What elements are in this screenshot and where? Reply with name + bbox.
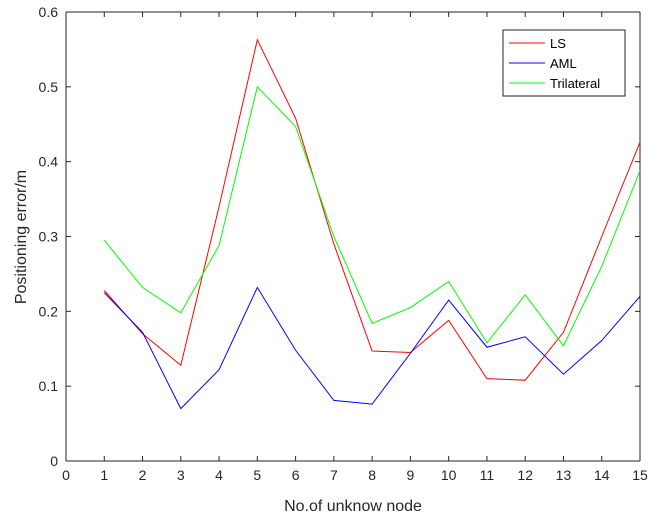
y-tick-label: 0.3 xyxy=(39,229,59,245)
x-tick-label: 5 xyxy=(253,467,261,483)
y-tick-label: 0.4 xyxy=(39,154,59,170)
x-axis-label: No.of unknow node xyxy=(284,498,422,515)
series-layer xyxy=(103,38,641,410)
x-tick-label: 12 xyxy=(517,467,533,483)
y-tick-label: 0.1 xyxy=(39,378,59,394)
x-tick-label: 10 xyxy=(441,467,457,483)
y-tick-label: 0.6 xyxy=(39,4,59,20)
legend-label: AML xyxy=(550,56,577,71)
x-tick-label: 3 xyxy=(177,467,185,483)
x-tick-label: 9 xyxy=(407,467,415,483)
series-line-ls xyxy=(103,38,641,381)
x-tick-label: 6 xyxy=(292,467,300,483)
legend-label: LS xyxy=(550,36,566,51)
x-tick-label: 14 xyxy=(594,467,610,483)
x-tick-label: 8 xyxy=(368,467,376,483)
x-tick-label: 2 xyxy=(139,467,147,483)
x-tick-label: 7 xyxy=(330,467,338,483)
legend: LS AML Trilateral xyxy=(502,29,626,97)
y-axis-label: Positioning error/m xyxy=(13,170,30,304)
y-tick-label: 0.2 xyxy=(39,303,59,319)
y-tick-label: 0.5 xyxy=(39,79,59,95)
x-tick-label: 1 xyxy=(100,467,108,483)
axes: 0 1 2 3 4 5 6 7 8 9 10 11 12 13 14 1500.10.20.30.40.50.… xyxy=(39,4,648,483)
legend-box xyxy=(502,29,626,97)
series-line-trilateral xyxy=(103,85,641,347)
x-tick-label: 15 xyxy=(632,467,648,483)
x-tick-label: 4 xyxy=(215,467,223,483)
x-tick-label: 11 xyxy=(480,467,495,483)
x-tick-label: 0 xyxy=(62,467,70,483)
x-tick-label: 13 xyxy=(556,467,572,483)
series-line-aml xyxy=(103,286,641,410)
y-tick-label: 0 xyxy=(50,453,58,469)
legend-label: Trilateral xyxy=(550,76,600,91)
